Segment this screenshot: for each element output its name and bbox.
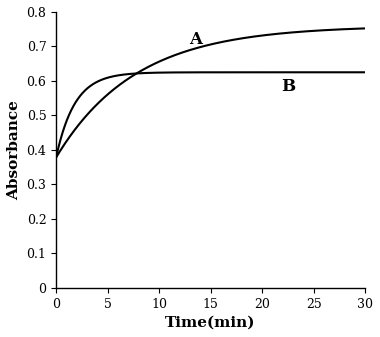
Text: B: B [281,78,295,95]
X-axis label: Time(min): Time(min) [165,316,256,330]
Text: A: A [188,31,202,48]
Y-axis label: Absorbance: Absorbance [7,100,21,200]
